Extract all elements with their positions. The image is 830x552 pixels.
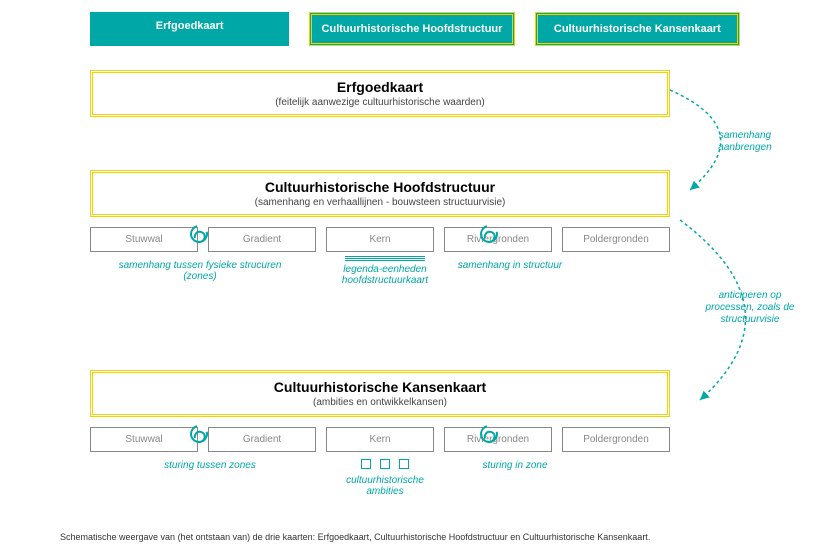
title: Cultuurhistorische Hoofdstructuur <box>101 179 659 195</box>
chip-kern: Kern <box>326 227 434 252</box>
subtitle: (feitelijk aanwezige cultuurhistorische … <box>101 97 659 108</box>
section-erfgoedkaart: Erfgoedkaart (feitelijk aanwezige cultuu… <box>90 70 670 117</box>
subtitle: (samenhang en verhaallijnen - bouwsteen … <box>101 197 659 208</box>
label: cultuurhistorische ambities <box>330 475 440 497</box>
box-kansenkaart: Cultuurhistorische Kansenkaart (ambities… <box>90 370 670 417</box>
side-note-anticiperen: anticiperen op processen, zoals de struc… <box>700 290 800 326</box>
note-samenhang-structuur: samenhang in structuur <box>450 260 570 271</box>
chips-row-2: Stuwwal Gradient Kern Riviergronden Pold… <box>90 427 670 452</box>
chip-kern: Kern <box>326 427 434 452</box>
box-hoofdstructuur: Cultuurhistorische Hoofdstructuur (samen… <box>90 170 670 217</box>
chip-poldergronden: Poldergronden <box>562 427 670 452</box>
chip-stuwwal: Stuwwal <box>90 427 198 452</box>
note-ambities: cultuurhistorische ambities <box>330 458 440 497</box>
subtitle: (ambities en ontwikkelkansen) <box>101 397 659 408</box>
tab-hoofdstructuur[interactable]: Cultuurhistorische Hoofdstructuur <box>309 12 514 46</box>
chip-stuwwal: Stuwwal <box>90 227 198 252</box>
underline-icon <box>345 258 425 259</box>
chips-row-1: Stuwwal Gradient Kern Riviergronden Pold… <box>90 227 670 252</box>
square-icon <box>380 459 390 469</box>
caption: Schematische weergave van (het ontstaan … <box>60 532 650 542</box>
underline-icon <box>345 256 425 257</box>
title: Cultuurhistorische Kansenkaart <box>101 379 659 395</box>
note-legenda: legenda-eenheden hoofdstructuurkaart <box>330 255 440 286</box>
note-sturing-zones: sturing tussen zones <box>130 460 290 471</box>
section-hoofdstructuur: Cultuurhistorische Hoofdstructuur (samen… <box>90 170 670 252</box>
square-icon <box>399 459 409 469</box>
note-samenhang-zones: samenhang tussen fysieke strucuren (zone… <box>110 260 290 282</box>
chip-poldergronden: Poldergronden <box>562 227 670 252</box>
section-kansenkaart: Cultuurhistorische Kansenkaart (ambities… <box>90 370 670 452</box>
note-sturing-zone: sturing in zone <box>460 460 570 471</box>
title: Erfgoedkaart <box>101 79 659 95</box>
chip-gradient: Gradient <box>208 227 316 252</box>
box-erfgoedkaart: Erfgoedkaart (feitelijk aanwezige cultuu… <box>90 70 670 117</box>
tab-erfgoedkaart[interactable]: Erfgoedkaart <box>90 12 289 46</box>
chip-gradient: Gradient <box>208 427 316 452</box>
underline-icon <box>345 260 425 261</box>
side-note-samenhang: samenhang aanbrengen <box>700 130 790 154</box>
tab-kansenkaart[interactable]: Cultuurhistorische Kansenkaart <box>535 12 740 46</box>
square-icon <box>361 459 371 469</box>
label: legenda-eenheden hoofdstructuurkaart <box>330 264 440 286</box>
top-tabs: Erfgoedkaart Cultuurhistorische Hoofdstr… <box>0 0 830 46</box>
